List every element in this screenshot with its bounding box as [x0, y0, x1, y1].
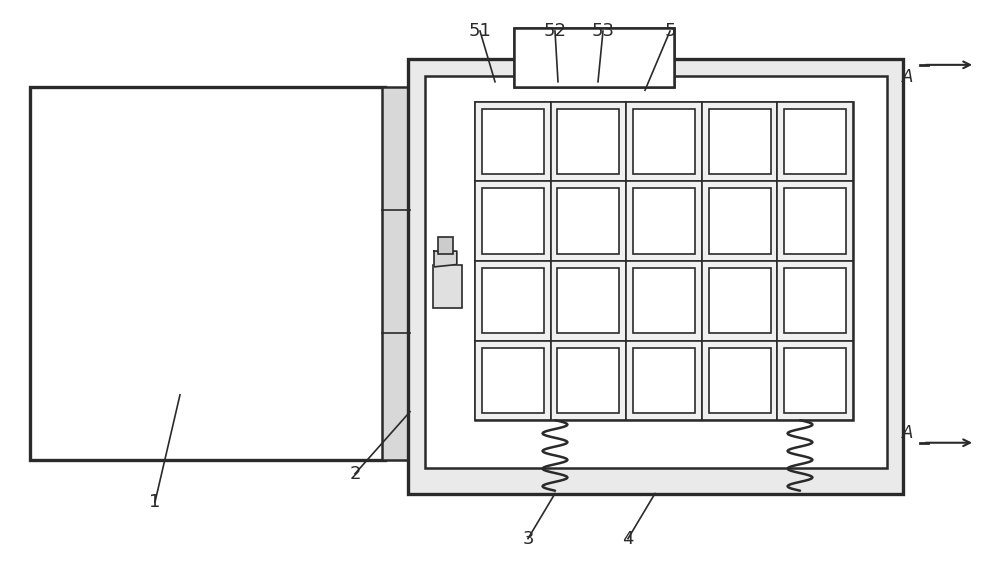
- Bar: [633, 109, 695, 174]
- Bar: [551, 102, 626, 181]
- Text: 5: 5: [664, 22, 676, 40]
- Bar: [482, 347, 544, 413]
- Bar: [784, 347, 846, 413]
- Bar: [633, 268, 695, 333]
- Bar: [551, 181, 626, 261]
- Polygon shape: [434, 251, 457, 267]
- Bar: [425, 76, 887, 468]
- Bar: [633, 347, 695, 413]
- Bar: [709, 109, 771, 174]
- Bar: [626, 261, 702, 341]
- Bar: [626, 341, 702, 420]
- Bar: [482, 188, 544, 254]
- Bar: [557, 347, 619, 413]
- Text: 2: 2: [349, 465, 361, 483]
- Bar: [475, 102, 853, 420]
- Bar: [702, 181, 777, 261]
- Bar: [475, 102, 551, 181]
- Bar: [551, 341, 626, 420]
- Bar: [709, 188, 771, 254]
- Bar: [433, 265, 462, 308]
- Bar: [702, 341, 777, 420]
- Bar: [557, 268, 619, 333]
- Bar: [626, 102, 702, 181]
- Bar: [777, 102, 853, 181]
- Bar: [777, 181, 853, 261]
- Bar: [382, 87, 410, 460]
- Bar: [482, 268, 544, 333]
- Text: 3: 3: [522, 530, 534, 548]
- Text: A: A: [902, 68, 914, 86]
- Bar: [784, 268, 846, 333]
- Bar: [475, 341, 551, 420]
- Bar: [551, 261, 626, 341]
- Text: 51: 51: [469, 22, 491, 40]
- Bar: [475, 261, 551, 341]
- Text: 1: 1: [149, 493, 161, 511]
- Bar: [626, 181, 702, 261]
- Bar: [514, 28, 674, 87]
- Bar: [709, 347, 771, 413]
- Bar: [557, 109, 619, 174]
- Bar: [702, 102, 777, 181]
- Bar: [557, 188, 619, 254]
- Bar: [784, 109, 846, 174]
- Bar: [514, 28, 674, 87]
- Bar: [475, 181, 551, 261]
- Bar: [633, 188, 695, 254]
- Bar: [30, 87, 385, 460]
- Bar: [438, 237, 453, 254]
- Bar: [709, 268, 771, 333]
- Text: 4: 4: [622, 530, 634, 548]
- Bar: [777, 341, 853, 420]
- Text: 53: 53: [592, 22, 614, 40]
- Bar: [482, 109, 544, 174]
- Bar: [784, 188, 846, 254]
- Text: 52: 52: [544, 22, 566, 40]
- Bar: [702, 261, 777, 341]
- Bar: [777, 261, 853, 341]
- Bar: [408, 59, 903, 494]
- Text: A: A: [902, 424, 914, 442]
